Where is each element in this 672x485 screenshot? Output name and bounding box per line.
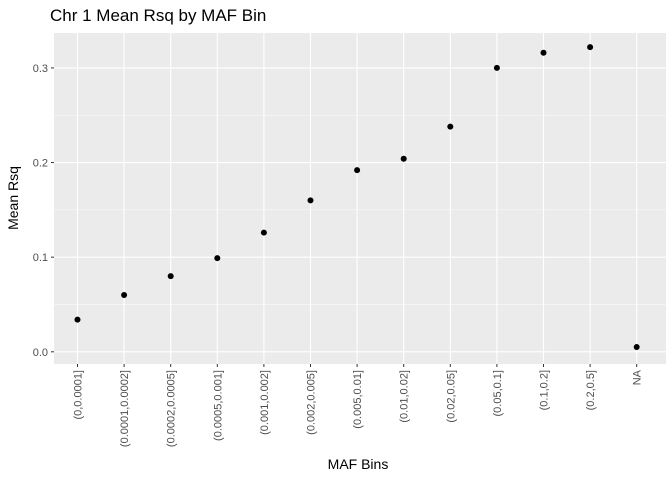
- data-point: [260, 229, 267, 236]
- y-tick-label: 0.0: [33, 347, 48, 359]
- data-point: [540, 49, 547, 56]
- y-tick-label: 0.1: [33, 252, 48, 264]
- x-tick-label: (0.01,0.02]: [399, 370, 411, 423]
- x-tick-label: (0.0002,0.0005]: [166, 370, 178, 447]
- y-tick-label: 0.3: [33, 63, 48, 75]
- data-point: [354, 167, 361, 174]
- x-tick-label: (0.0005,0.001]: [212, 370, 224, 441]
- data-point: [74, 316, 81, 323]
- y-axis-title: Mean Rsq: [5, 166, 21, 230]
- data-point: [214, 255, 221, 262]
- data-point: [307, 197, 314, 204]
- data-point: [587, 44, 594, 51]
- y-tick-label: 0.2: [33, 158, 48, 170]
- data-point: [493, 64, 500, 71]
- x-tick-label: NA: [632, 369, 644, 385]
- x-tick-label: (0.002,0.005]: [306, 370, 318, 435]
- data-point: [447, 123, 454, 130]
- x-axis: (0,0.0001] (0.0001,0.0002] (0.0002,0.0005]…: [73, 364, 644, 447]
- x-tick-label: (0.1,0.2]: [539, 370, 551, 410]
- x-tick-label: (0,0.0001]: [73, 370, 85, 420]
- x-tick-label: (0.001,0.002]: [259, 370, 271, 435]
- x-tick-label: (0.005,0.01]: [352, 370, 364, 429]
- plot-panel: [54, 33, 666, 364]
- x-tick-label: (0.02,0.05]: [445, 370, 457, 423]
- grid-major-lines: [54, 33, 666, 364]
- data-point: [633, 344, 640, 351]
- data-points: [74, 44, 640, 351]
- data-point: [121, 292, 128, 299]
- x-tick-label: (0.0001,0.0002]: [119, 370, 131, 447]
- x-axis-title: MAF Bins: [328, 456, 389, 472]
- data-point: [400, 155, 407, 162]
- grid-minor-lines: [54, 114, 666, 305]
- x-tick-label: (0.2,0.5]: [585, 370, 597, 410]
- chart-title: Chr 1 Mean Rsq by MAF Bin: [50, 6, 266, 25]
- data-point: [167, 273, 174, 280]
- x-tick-label: (0.05,0.1]: [492, 370, 504, 416]
- y-axis: 0.0 0.1 0.2 0.3: [33, 63, 54, 359]
